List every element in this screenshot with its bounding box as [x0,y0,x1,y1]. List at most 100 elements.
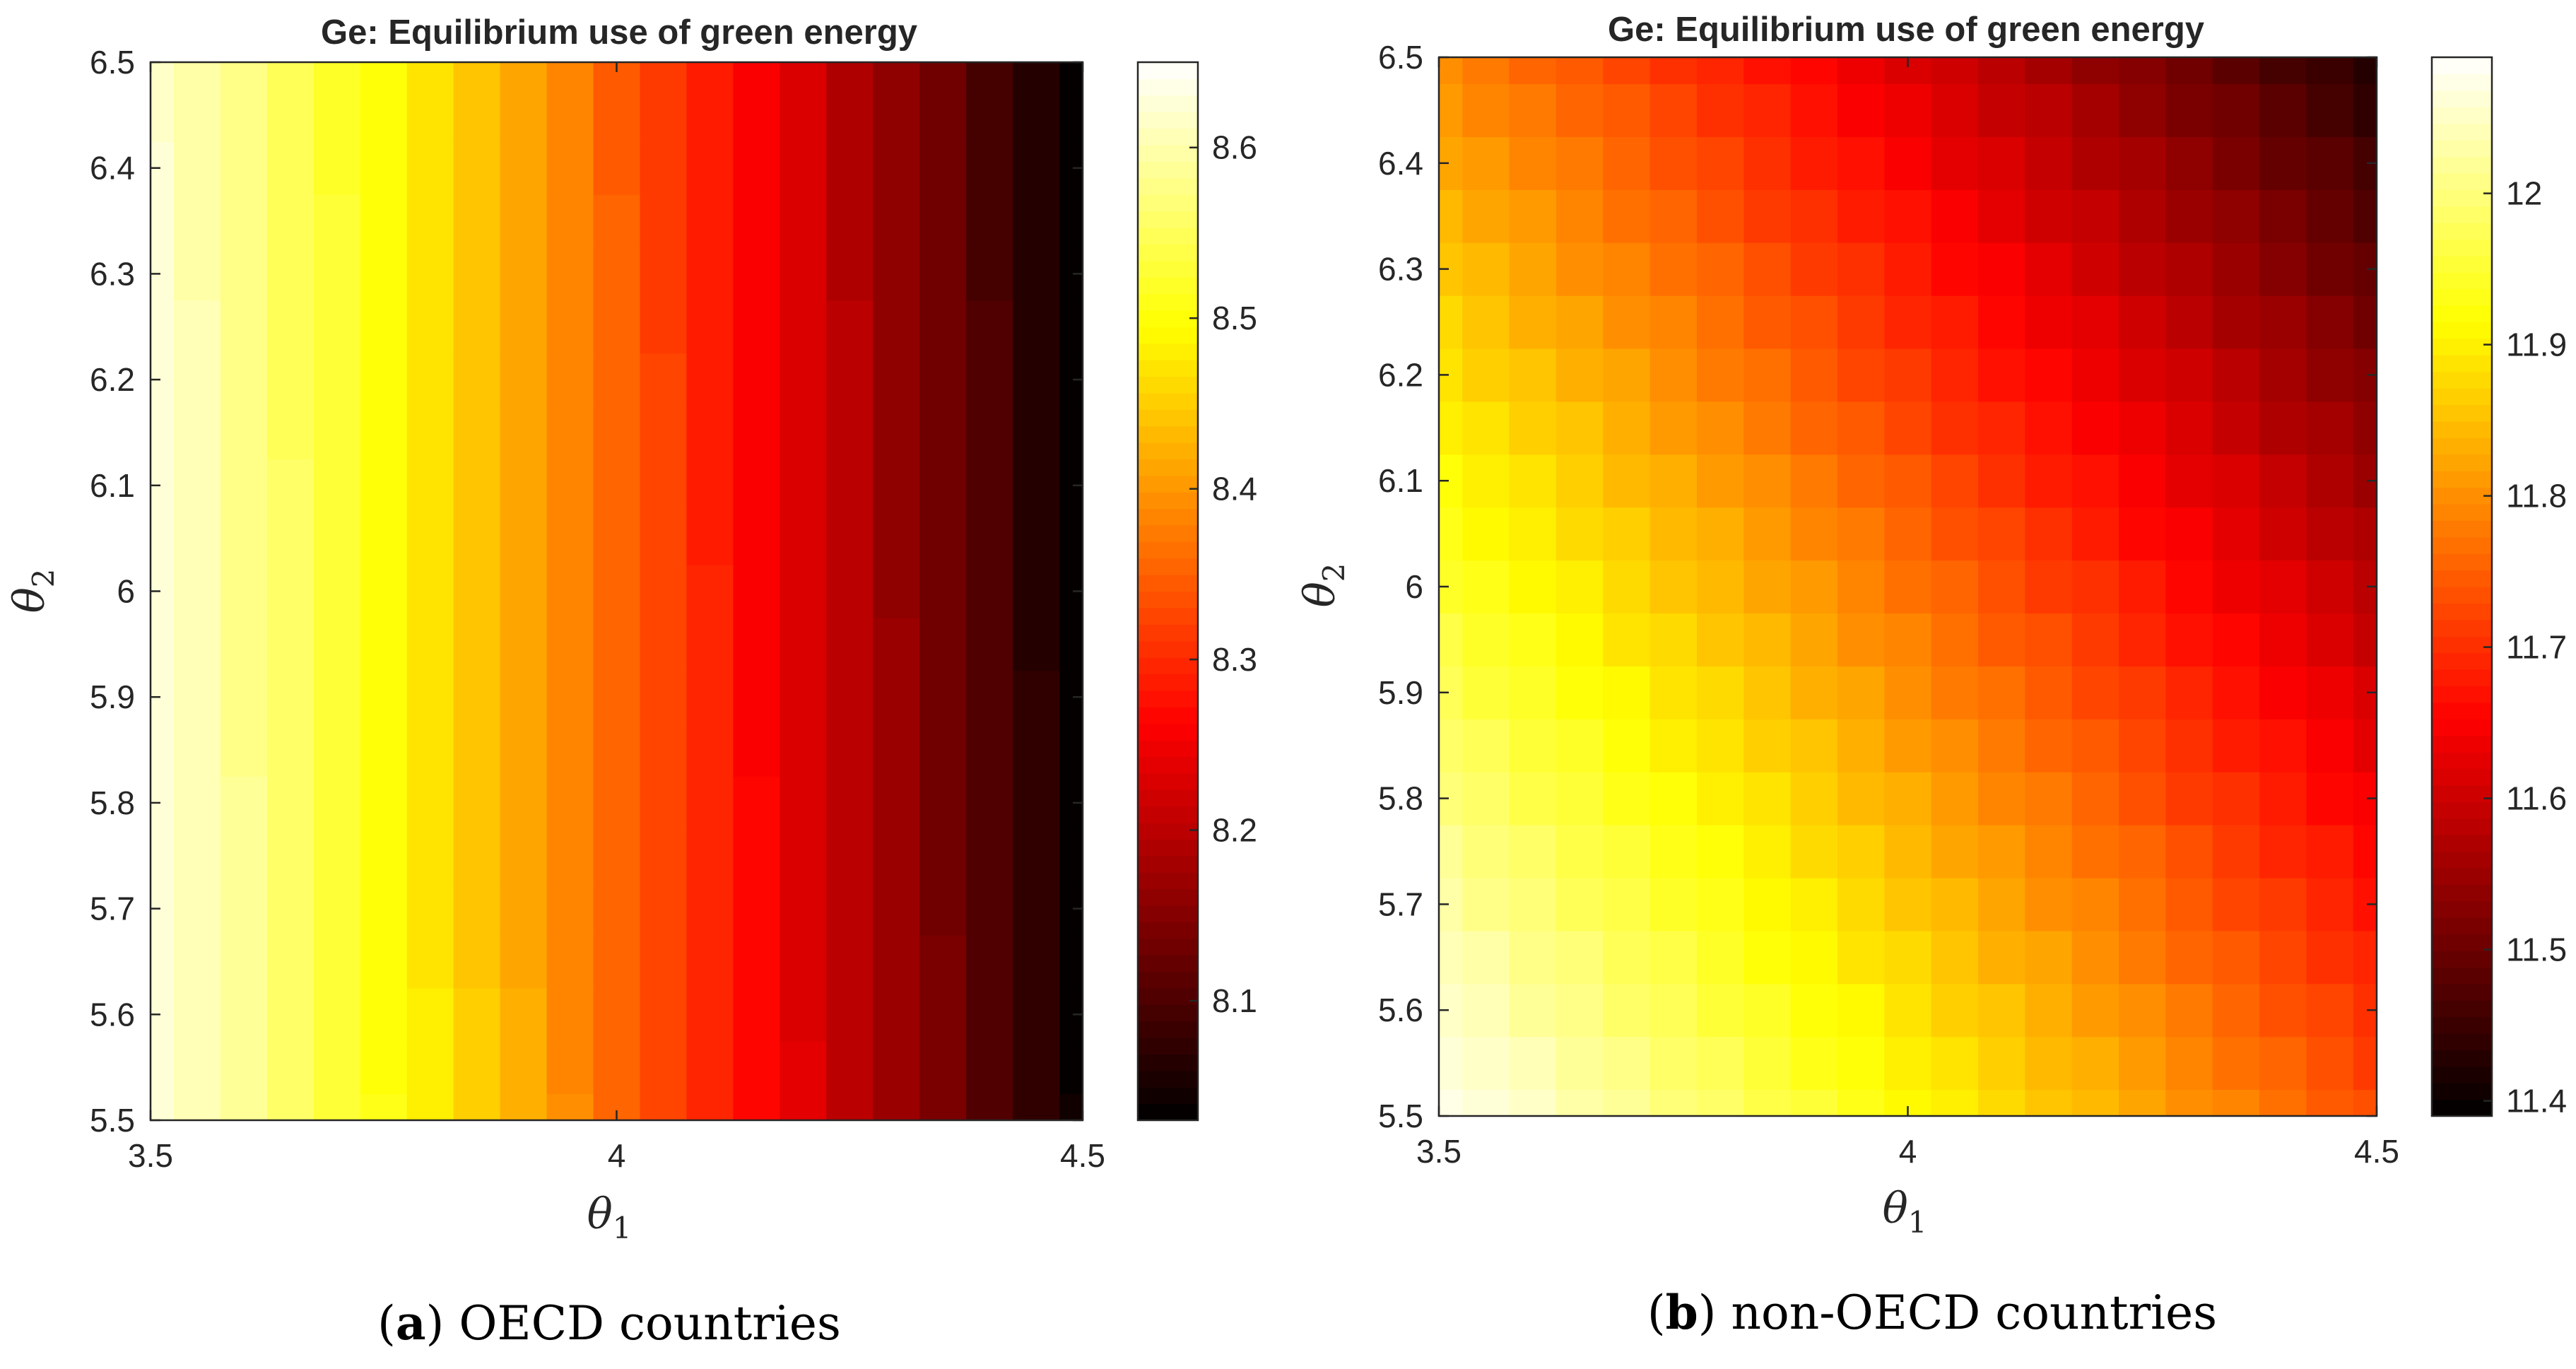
heatmap-cell [1743,772,1792,825]
panel-a-title: Ge: Equilibrium use of green energy [321,13,917,52]
heatmap-cell [500,723,548,777]
heatmap-cell [1462,242,1510,296]
heatmap-cell [313,670,361,724]
heatmap-cell [1837,983,1885,1038]
heatmap-cell [2212,560,2260,614]
heatmap-cell [313,829,361,883]
heatmap-cell [640,723,688,777]
heatmap-cell [593,829,641,883]
heatmap-cell [2119,560,2167,614]
heatmap-cell [1649,877,1698,932]
heatmap-cell [780,247,827,301]
colorbar-swatch [2432,223,2492,240]
heatmap-cell [1603,560,1651,614]
heatmap-cell [640,776,688,830]
heatmap-cell [2025,1089,2073,1117]
heatmap-cell [780,935,827,989]
heatmap-cell [546,987,594,1042]
heatmap-cell [686,247,734,301]
heatmap-cell [220,829,268,883]
heatmap-cell [2306,772,2354,825]
heatmap-cell [453,194,501,248]
heatmap-cell [2353,930,2377,985]
colorbar-swatch [1138,607,1198,625]
heatmap-cell [2353,719,2377,772]
heatmap-cell [1696,1089,1744,1117]
heatmap-cell [640,406,688,459]
heatmap-cell [780,88,827,142]
heatmap-cell [2119,825,2167,879]
heatmap-cell [2071,613,2119,666]
heatmap-cell [220,565,268,618]
heatmap-cell [453,829,501,883]
heatmap-cell [2353,613,2377,666]
heatmap-cell [2119,983,2167,1038]
heatmap-cell [1462,1089,1510,1117]
heatmap-cell [919,300,967,354]
y-tick-label: 5.6 [1378,992,1423,1028]
heatmap-cell [919,459,967,512]
heatmap-cell [1837,825,1885,879]
heatmap-cell [1555,983,1604,1038]
heatmap-cell [2306,136,2354,190]
colorbar-tick-label: 11.5 [2506,932,2567,968]
heatmap-cell [360,353,408,407]
heatmap-cell [966,723,1013,777]
heatmap-cell [2165,930,2213,985]
heatmap-cell [1743,136,1792,190]
colorbar-swatch [1138,740,1198,758]
heatmap-cell [1978,348,2025,402]
heatmap-cell [826,62,874,90]
heatmap-cell [266,88,314,142]
colorbar-swatch [2432,288,2492,306]
heatmap-cell [1931,930,1979,985]
heatmap-cell [780,723,827,777]
heatmap-cell [2025,930,2073,985]
heatmap-cell [220,247,268,301]
colorbar-swatch [2432,140,2492,158]
y-tick-label: 5.8 [90,785,135,821]
heatmap-cell [2071,560,2119,614]
heatmap-cell [2071,83,2119,137]
heatmap-cell [733,247,780,301]
heatmap-cell [220,670,268,724]
colorbar-swatch [2432,553,2492,571]
heatmap-cell [1555,613,1604,666]
heatmap-cell [686,459,734,512]
heatmap-cell [2165,242,2213,296]
heatmap-cell [966,512,1013,565]
colorbar-swatch [1138,95,1198,112]
colorbar-swatch [2432,934,2492,951]
heatmap-cell [2165,295,2213,349]
colorbar-swatch [2432,322,2492,339]
heatmap-cell [780,194,827,248]
heatmap-cell [2119,613,2167,666]
heatmap-cell [1884,1036,1932,1091]
heatmap-cell [1649,454,1698,508]
heatmap-cell [500,141,548,195]
heatmap-cell [826,300,874,354]
heatmap-cell [1837,507,1885,561]
heatmap-cell [2025,666,2073,719]
heatmap-cell [1696,57,1744,85]
y-tick-label: 6.1 [90,467,135,504]
heatmap-cell [453,670,501,724]
heatmap-cell [1696,560,1744,614]
heatmap-cell [151,512,175,565]
heatmap-cell [640,194,688,248]
heatmap-cell [406,62,454,90]
heatmap-cell [1931,825,1979,879]
heatmap-cell [1013,247,1060,301]
heatmap-cell [151,1040,175,1095]
colorbar-swatch [1138,640,1198,658]
heatmap-cell [546,88,594,142]
heatmap-cell [360,829,408,883]
heatmap-cell [266,1040,314,1095]
heatmap-cell [686,353,734,407]
heatmap-cell [266,617,314,671]
heatmap-cell [1649,613,1698,666]
heatmap-cell [1603,295,1651,349]
heatmap-cell [173,882,221,936]
heatmap-cell [1462,666,1510,719]
